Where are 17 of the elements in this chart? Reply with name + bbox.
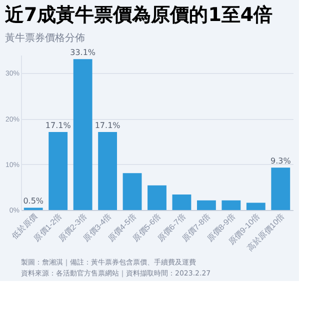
bar xyxy=(48,132,68,210)
bar xyxy=(73,59,92,210)
bar xyxy=(98,132,118,210)
bar xyxy=(196,200,216,210)
bar xyxy=(246,202,266,210)
chart-subtitle: 黃牛票券價格分佈 xyxy=(4,32,85,44)
bar xyxy=(122,173,142,210)
data-label: 0.5% xyxy=(23,196,44,206)
bar xyxy=(222,200,241,210)
chart-title: 近7成黃牛票價為原價的1至4倍 xyxy=(4,4,273,26)
data-label: 33.1% xyxy=(70,48,96,58)
data-label: 17.1% xyxy=(45,121,72,130)
data-label: 17.1% xyxy=(94,121,121,130)
bar xyxy=(148,185,166,210)
bar xyxy=(271,168,290,210)
data-label: 9.3% xyxy=(270,156,292,166)
bar xyxy=(172,194,192,210)
